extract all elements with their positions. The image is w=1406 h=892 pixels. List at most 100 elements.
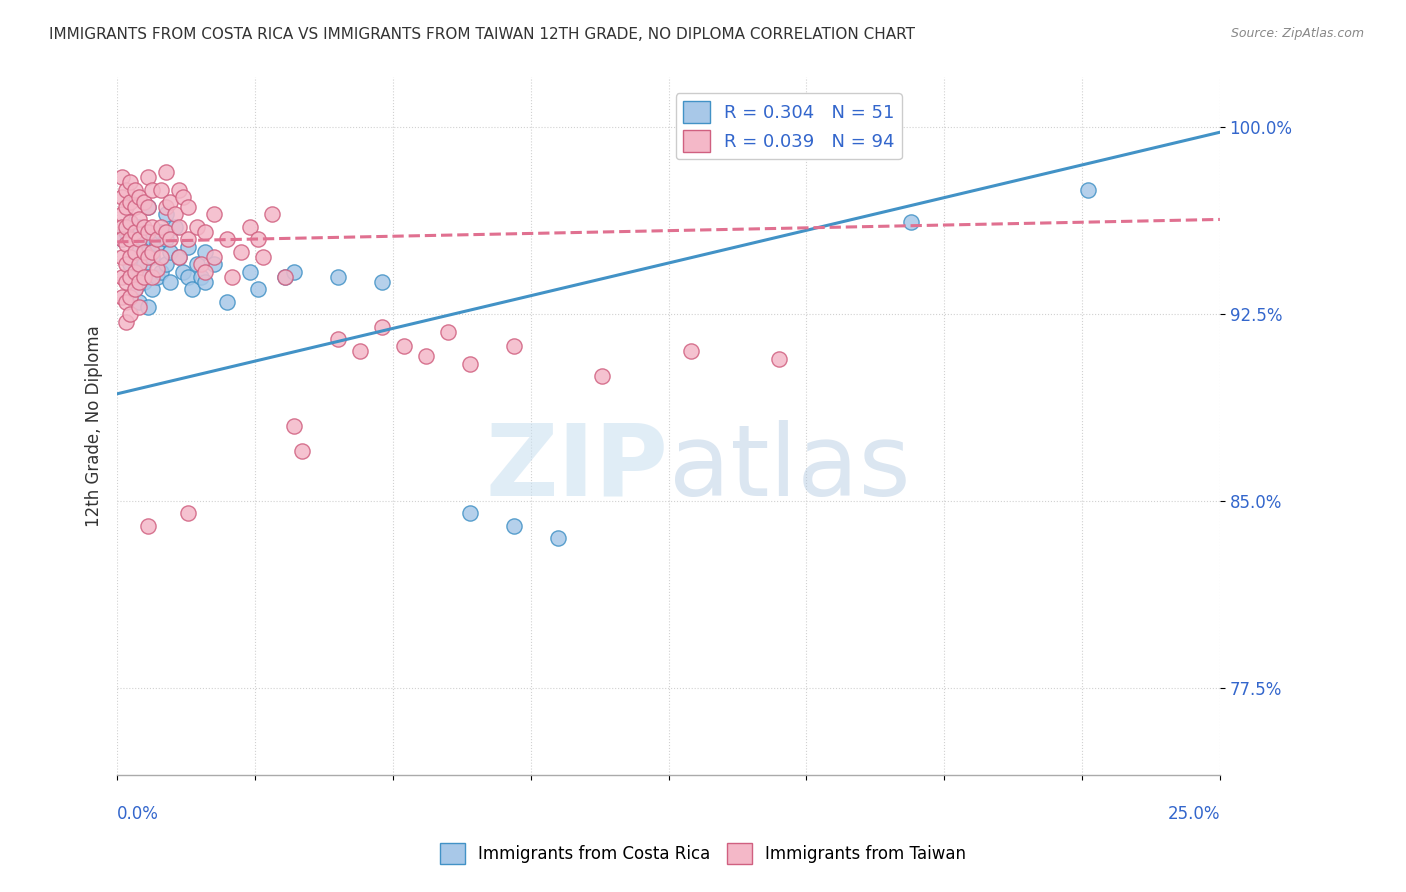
Point — [217, 294, 239, 309]
Point — [177, 507, 200, 521]
Point — [238, 219, 260, 234]
Point — [132, 232, 155, 246]
Point — [141, 182, 163, 196]
Point — [115, 314, 138, 328]
Point — [503, 518, 526, 533]
Point — [150, 219, 173, 234]
Point — [177, 269, 200, 284]
Point — [136, 225, 159, 239]
Point — [437, 325, 460, 339]
Point — [124, 182, 146, 196]
Point — [136, 244, 159, 259]
Point — [150, 182, 173, 196]
Point — [274, 269, 297, 284]
Point — [167, 250, 190, 264]
Point — [159, 232, 181, 246]
Point — [136, 300, 159, 314]
Point — [274, 269, 297, 284]
Point — [115, 219, 138, 234]
Point — [120, 232, 142, 246]
Point — [221, 269, 243, 284]
Point — [132, 269, 155, 284]
Point — [141, 232, 163, 246]
Point — [120, 215, 142, 229]
Point — [1076, 182, 1098, 196]
Point — [177, 200, 200, 214]
Point — [124, 200, 146, 214]
Point — [132, 244, 155, 259]
Point — [120, 257, 142, 271]
Point — [591, 369, 613, 384]
Point — [202, 250, 225, 264]
Point — [371, 275, 394, 289]
Point — [136, 200, 159, 214]
Point — [194, 275, 217, 289]
Point — [124, 225, 146, 239]
Legend: R = 0.304   N = 51, R = 0.039   N = 94: R = 0.304 N = 51, R = 0.039 N = 94 — [676, 94, 903, 159]
Text: 25.0%: 25.0% — [1167, 805, 1220, 823]
Point — [110, 250, 132, 264]
Point — [252, 250, 274, 264]
Point — [141, 282, 163, 296]
Point — [229, 244, 252, 259]
Point — [155, 207, 177, 221]
Point — [132, 194, 155, 209]
Point — [247, 232, 270, 246]
Point — [124, 282, 146, 296]
Text: Source: ZipAtlas.com: Source: ZipAtlas.com — [1230, 27, 1364, 40]
Point — [172, 190, 194, 204]
Point — [115, 237, 138, 252]
Point — [128, 219, 150, 234]
Text: IMMIGRANTS FROM COSTA RICA VS IMMIGRANTS FROM TAIWAN 12TH GRADE, NO DIPLOMA CORR: IMMIGRANTS FROM COSTA RICA VS IMMIGRANTS… — [49, 27, 915, 42]
Point — [110, 232, 132, 246]
Point — [110, 290, 132, 304]
Point — [238, 265, 260, 279]
Point — [115, 257, 138, 271]
Point — [177, 240, 200, 254]
Point — [128, 257, 150, 271]
Point — [124, 244, 146, 259]
Point — [136, 170, 159, 185]
Point — [291, 444, 314, 458]
Point — [349, 344, 371, 359]
Point — [326, 332, 349, 346]
Point — [172, 265, 194, 279]
Point — [128, 265, 150, 279]
Point — [110, 190, 132, 204]
Point — [136, 250, 159, 264]
Point — [190, 269, 212, 284]
Point — [392, 339, 415, 353]
Point — [900, 215, 922, 229]
Point — [283, 419, 305, 434]
Point — [679, 344, 702, 359]
Point — [124, 244, 146, 259]
Point — [167, 250, 190, 264]
Text: atlas: atlas — [668, 419, 910, 516]
Point — [217, 232, 239, 246]
Point — [115, 225, 138, 239]
Point — [141, 219, 163, 234]
Text: ZIP: ZIP — [485, 419, 668, 516]
Point — [503, 339, 526, 353]
Point — [155, 165, 177, 179]
Point — [547, 531, 569, 545]
Point — [283, 265, 305, 279]
Point — [326, 269, 349, 284]
Point — [120, 269, 142, 284]
Point — [115, 294, 138, 309]
Legend: Immigrants from Costa Rica, Immigrants from Taiwan: Immigrants from Costa Rica, Immigrants f… — [433, 837, 973, 871]
Text: 0.0%: 0.0% — [117, 805, 159, 823]
Point — [120, 215, 142, 229]
Point — [120, 175, 142, 189]
Point — [110, 219, 132, 234]
Point — [167, 182, 190, 196]
Point — [202, 257, 225, 271]
Point — [146, 232, 169, 246]
Point — [136, 200, 159, 214]
Point — [150, 265, 173, 279]
Point — [120, 290, 142, 304]
Point — [260, 207, 283, 221]
Point — [163, 207, 186, 221]
Point — [136, 269, 159, 284]
Point — [186, 219, 208, 234]
